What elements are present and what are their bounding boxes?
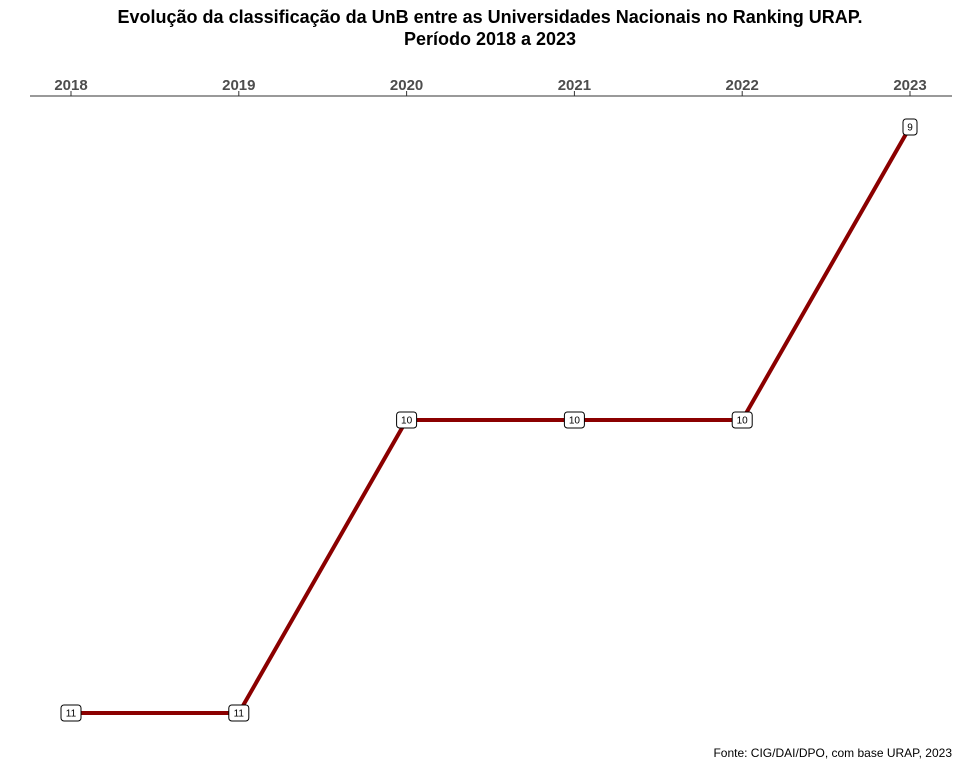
x-tick-label: 2023: [893, 77, 926, 94]
chart-title-line-1: Evolução da classificação da UnB entre a…: [117, 7, 863, 27]
data-label-box: [731, 411, 753, 429]
x-axis: 2018 2019 2020 2021 2022 2023: [30, 77, 952, 97]
data-label-text: 10: [401, 416, 413, 427]
x-tick-label: 2022: [726, 77, 759, 94]
source-caption: Fonte: CIG/DAI/DPO, com base URAP, 2023: [713, 746, 952, 760]
data-label-box: [563, 411, 585, 429]
series-line-segment: [236, 418, 409, 715]
data-point-label: 11: [60, 704, 82, 722]
data-label-text: 11: [66, 709, 77, 720]
data-label-text: 9: [907, 123, 913, 134]
series-lines: [69, 125, 912, 715]
data-label-box: [228, 704, 250, 722]
data-label-text: 10: [737, 416, 749, 427]
data-label-box: [396, 411, 418, 429]
x-tick-label: 2018: [54, 77, 87, 94]
chart-title-line-2: Período 2018 a 2023: [403, 29, 577, 49]
data-label-text: 10: [569, 416, 581, 427]
data-point-label: 10: [731, 411, 753, 429]
data-label-text: 11: [234, 709, 245, 720]
x-tick-label: 2020: [390, 77, 423, 94]
series-line-segment: [740, 125, 912, 422]
data-label-box: [60, 704, 82, 722]
x-tick-label: 2019: [222, 77, 255, 94]
data-point-label: 10: [563, 411, 585, 429]
data-point-label: 9: [902, 118, 918, 136]
x-tick-label: 2021: [558, 77, 591, 94]
data-point-label: 11: [228, 704, 250, 722]
point-labels: 11 11 10 10 10 9: [60, 118, 918, 722]
chart-title: Evolução da classificação da UnB entre a…: [0, 6, 960, 50]
data-point-label: 10: [396, 411, 418, 429]
data-label-box: [902, 118, 918, 136]
